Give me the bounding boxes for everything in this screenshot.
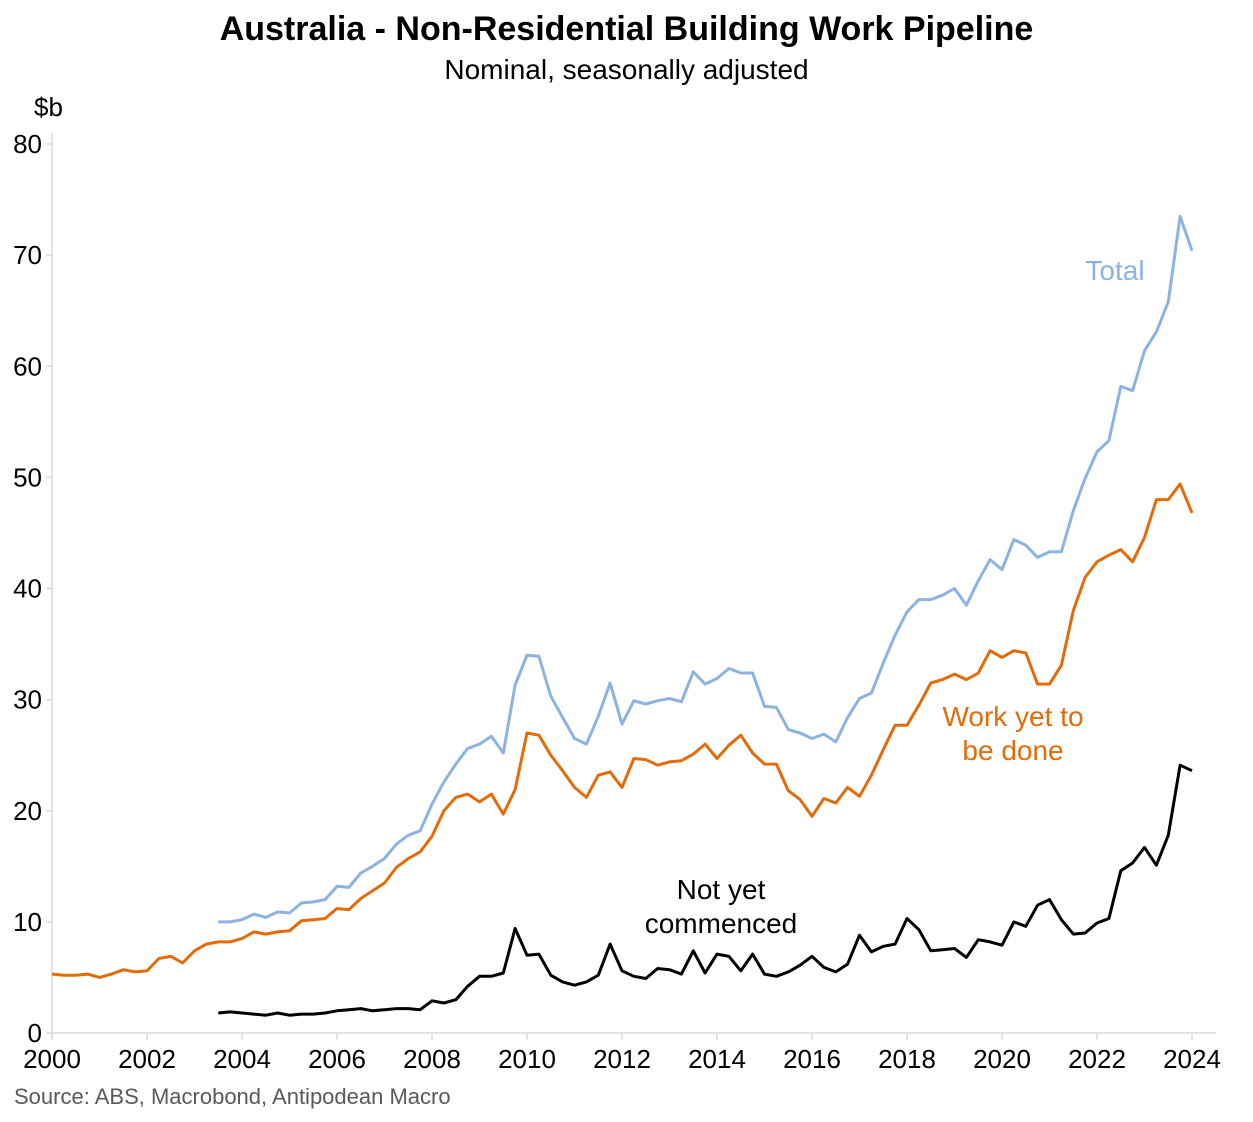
y-tick-label: 30 <box>13 685 42 715</box>
x-tick-label: 2012 <box>593 1044 651 1074</box>
work-yet-to-be-done-annotation-line1: Work yet to <box>942 701 1083 732</box>
series-layer <box>51 214 1194 1017</box>
y-tick-label: 70 <box>13 240 42 270</box>
x-tick-label: 2000 <box>23 1044 81 1074</box>
y-tick-label: 40 <box>13 574 42 604</box>
y-axis-ticks: 0 10 20 30 40 50 60 70 80 <box>13 129 52 1048</box>
not-yet-commenced-annotation-line1: Not yet <box>677 874 766 905</box>
y-tick-label: 60 <box>13 351 42 381</box>
x-tick-label: 2008 <box>403 1044 461 1074</box>
y-axis-label: $b <box>34 92 63 122</box>
x-tick-label: 2006 <box>308 1044 366 1074</box>
x-tick-label: 2004 <box>213 1044 271 1074</box>
x-tick-label: 2016 <box>783 1044 841 1074</box>
total-annotation: Total <box>1085 255 1144 286</box>
chart-title: Australia - Non-Residential Building Wor… <box>219 10 1034 48</box>
y-tick-label: 50 <box>13 462 42 492</box>
chart-source: Source: ABS, Macrobond, Antipodean Macro <box>14 1084 451 1109</box>
annotations: Total Work yet to be done Not yet commen… <box>645 255 1145 939</box>
x-tick-label: 2014 <box>688 1044 746 1074</box>
work-yet-to-be-done-annotation-line2: be done <box>962 735 1063 766</box>
y-tick-label: 10 <box>13 907 42 937</box>
x-tick-label: 2010 <box>498 1044 556 1074</box>
x-tick-label: 2024 <box>1163 1044 1221 1074</box>
series-line-not-yet-commenced <box>218 763 1193 1017</box>
axes <box>51 133 1216 1034</box>
series-line-total <box>218 214 1194 924</box>
y-tick-label: 80 <box>13 129 42 159</box>
chart-subtitle: Nominal, seasonally adjusted <box>444 54 809 85</box>
x-tick-label: 2020 <box>973 1044 1031 1074</box>
x-tick-label: 2002 <box>118 1044 176 1074</box>
series-line-work-yet-to-be-done <box>51 482 1194 979</box>
x-tick-label: 2022 <box>1068 1044 1126 1074</box>
y-tick-label: 20 <box>13 796 42 826</box>
y-tick-label: 0 <box>28 1018 42 1048</box>
x-tick-label: 2018 <box>878 1044 936 1074</box>
not-yet-commenced-annotation-line2: commenced <box>645 908 798 939</box>
x-axis-ticks: 2000 2002 2004 2006 2008 2010 2012 2014 2016 2018… <box>23 1033 1221 1074</box>
